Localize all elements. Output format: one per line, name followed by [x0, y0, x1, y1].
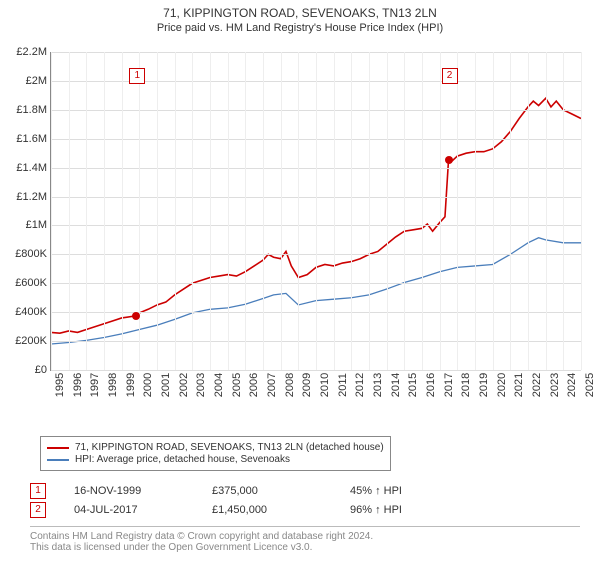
- chart-title: 71, KIPPINGTON ROAD, SEVENOAKS, TN13 2LN: [0, 6, 600, 20]
- y-tick-label: £200K: [15, 335, 51, 347]
- gridline-v: [334, 52, 335, 370]
- gridline-v: [422, 52, 423, 370]
- gridline-v: [122, 52, 123, 370]
- event-price: £1,450,000: [212, 504, 322, 516]
- sale-dot: [132, 312, 140, 320]
- event-delta: 96% ↑ HPI: [350, 504, 402, 516]
- gridline-v: [369, 52, 370, 370]
- gridline-v: [192, 52, 193, 370]
- legend-label: HPI: Average price, detached house, Seve…: [75, 454, 290, 465]
- gridline-v: [157, 52, 158, 370]
- gridline-h: [51, 370, 581, 371]
- event-date: 04-JUL-2017: [74, 504, 184, 516]
- gridline-v: [175, 52, 176, 370]
- event-delta: 45% ↑ HPI: [350, 485, 402, 497]
- gridline-v: [440, 52, 441, 370]
- gridline-v: [86, 52, 87, 370]
- gridline-v: [228, 52, 229, 370]
- gridline-v: [493, 52, 494, 370]
- footer-line-2: This data is licensed under the Open Gov…: [30, 542, 580, 553]
- y-tick-label: £1.6M: [16, 133, 51, 145]
- legend-label: 71, KIPPINGTON ROAD, SEVENOAKS, TN13 2LN…: [75, 442, 384, 453]
- sale-events: 1 16-NOV-1999 £375,000 45% ↑ HPI 2 04-JUL-201…: [30, 480, 580, 521]
- y-tick-label: £2M: [26, 75, 51, 87]
- gridline-v: [316, 52, 317, 370]
- y-tick-label: £1.4M: [16, 162, 51, 174]
- legend-swatch: [47, 447, 69, 449]
- gridline-v: [210, 52, 211, 370]
- gridline-v: [104, 52, 105, 370]
- gridline-v: [139, 52, 140, 370]
- gridline-v: [298, 52, 299, 370]
- sale-marker-box: 1: [129, 68, 145, 84]
- event-row: 2 04-JUL-2017 £1,450,000 96% ↑ HPI: [30, 502, 580, 518]
- event-date: 16-NOV-1999: [74, 485, 184, 497]
- y-tick-label: £1M: [26, 219, 51, 231]
- event-row: 1 16-NOV-1999 £375,000 45% ↑ HPI: [30, 483, 580, 499]
- gridline-v: [245, 52, 246, 370]
- sale-marker-box: 2: [442, 68, 458, 84]
- legend-swatch: [47, 459, 69, 461]
- event-price: £375,000: [212, 485, 322, 497]
- y-tick-label: £1.8M: [16, 104, 51, 116]
- legend-box: 71, KIPPINGTON ROAD, SEVENOAKS, TN13 2LN…: [40, 436, 391, 471]
- y-tick-label: £400K: [15, 306, 51, 318]
- gridline-v: [528, 52, 529, 370]
- gridline-v: [546, 52, 547, 370]
- legend-row: 71, KIPPINGTON ROAD, SEVENOAKS, TN13 2LN…: [47, 442, 384, 453]
- gridline-v: [51, 52, 52, 370]
- gridline-v: [581, 52, 582, 370]
- chart-plot-area: £0£200K£400K£600K£800K£1M£1.2M£1.4M£1.6M…: [50, 52, 581, 371]
- y-tick-label: £600K: [15, 277, 51, 289]
- gridline-v: [475, 52, 476, 370]
- legend-row: HPI: Average price, detached house, Seve…: [47, 454, 384, 465]
- event-marker: 1: [30, 483, 46, 499]
- footer-line-1: Contains HM Land Registry data © Crown c…: [30, 531, 580, 542]
- y-tick-label: £2.2M: [16, 46, 51, 58]
- gridline-v: [69, 52, 70, 370]
- gridline-v: [510, 52, 511, 370]
- y-tick-label: £1.2M: [16, 191, 51, 203]
- gridline-v: [457, 52, 458, 370]
- gridline-v: [404, 52, 405, 370]
- sale-dot: [445, 156, 453, 164]
- y-tick-label: £800K: [15, 248, 51, 260]
- gridline-v: [387, 52, 388, 370]
- gridline-v: [263, 52, 264, 370]
- gridline-v: [281, 52, 282, 370]
- chart-subtitle: Price paid vs. HM Land Registry's House …: [0, 22, 600, 34]
- x-tick-label: 2025: [566, 373, 596, 397]
- gridline-v: [563, 52, 564, 370]
- event-marker: 2: [30, 502, 46, 518]
- gridline-v: [351, 52, 352, 370]
- footer-attribution: Contains HM Land Registry data © Crown c…: [30, 526, 580, 553]
